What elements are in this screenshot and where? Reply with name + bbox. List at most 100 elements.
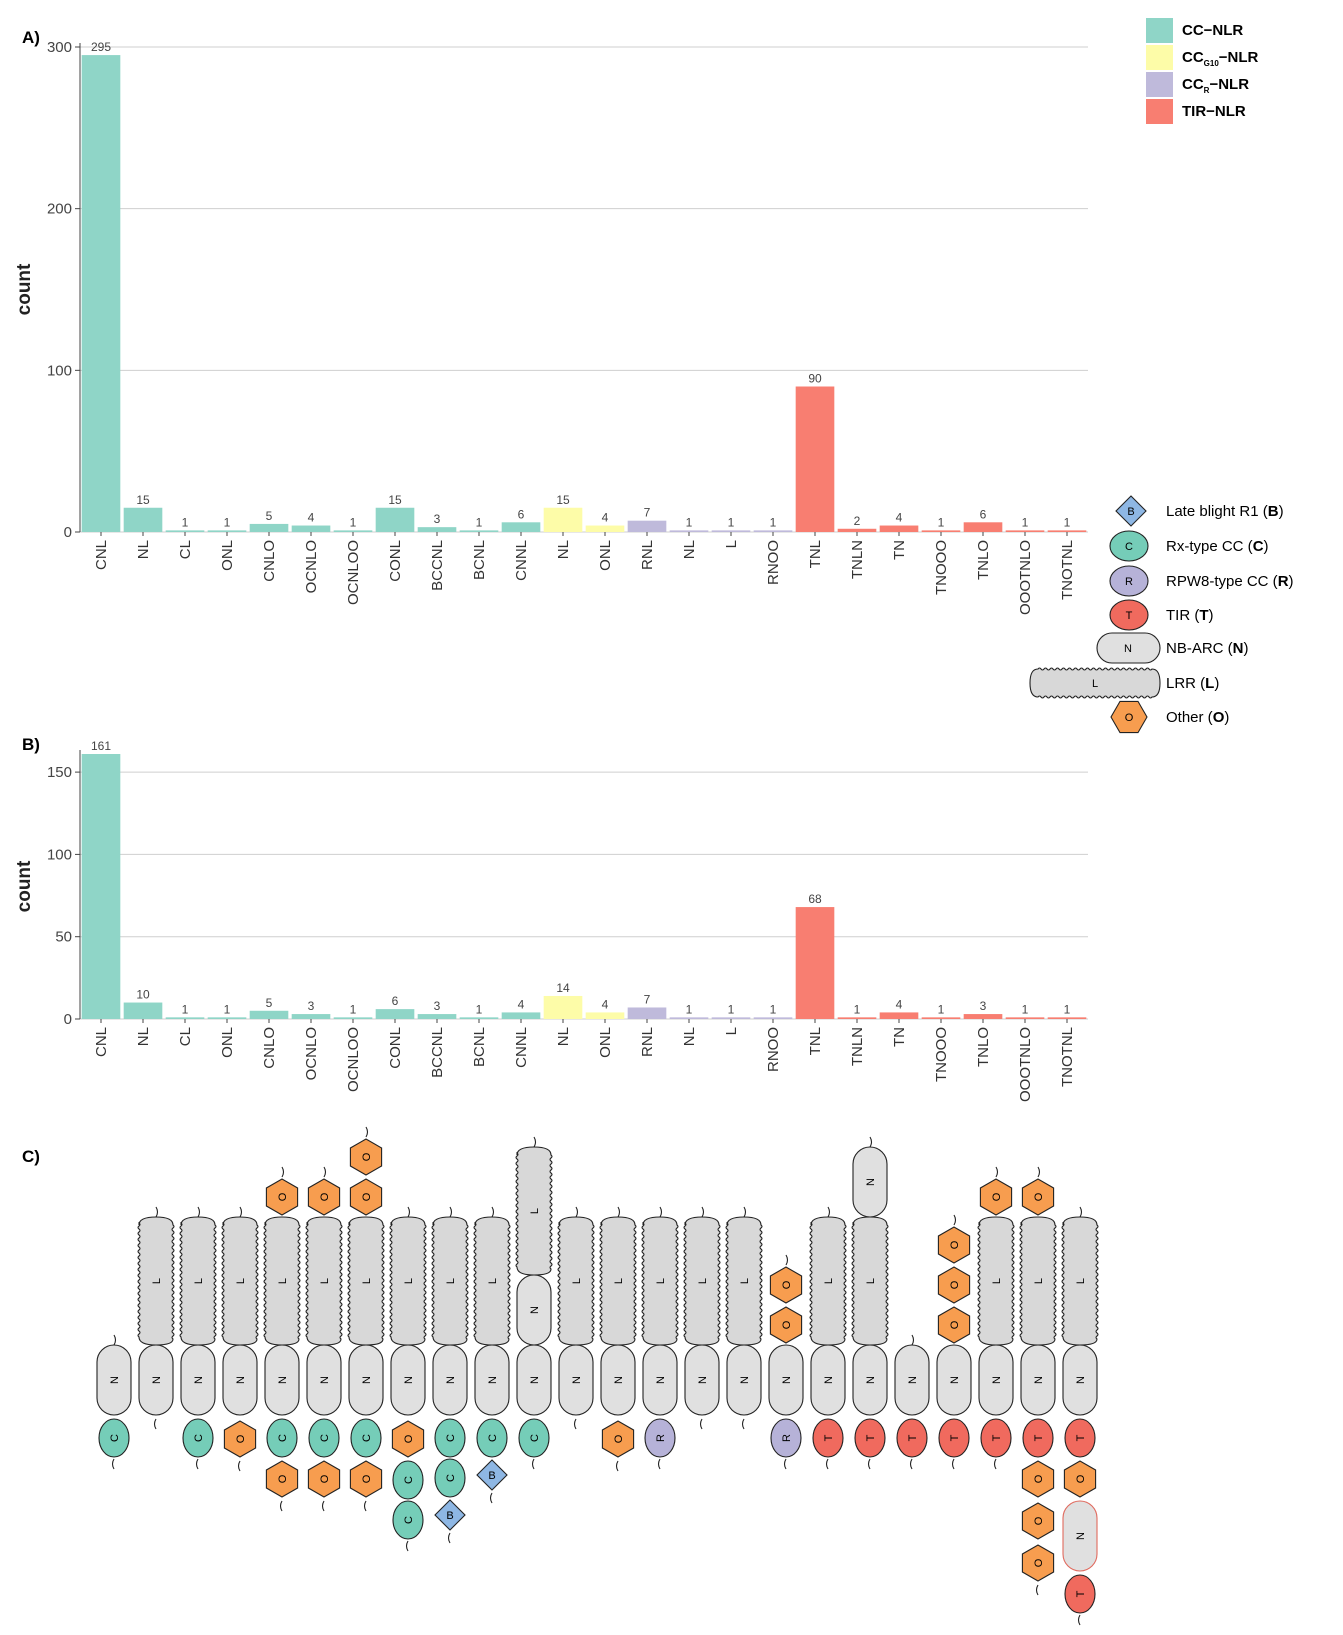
- category-label: RNOO: [765, 540, 782, 585]
- category-label: CNLO: [261, 540, 278, 582]
- domain-letter: L: [655, 1278, 667, 1284]
- architecture: N L T O N T: [1061, 1206, 1099, 1626]
- bar: [711, 1017, 751, 1019]
- domain-ellipse: [896, 1418, 928, 1458]
- domain-wavy: [389, 1216, 427, 1346]
- bar: [459, 1017, 499, 1019]
- domain-letter: T: [1033, 1434, 1045, 1441]
- bar: [837, 1017, 877, 1019]
- domain-letter: N: [529, 1376, 541, 1384]
- bar: [921, 530, 961, 532]
- bar: [417, 527, 457, 532]
- domain-letter: T: [823, 1434, 835, 1441]
- domain-letter: O: [1075, 1474, 1087, 1483]
- y-axis-title: count: [14, 860, 35, 912]
- domain-letter: N: [151, 1376, 163, 1384]
- terminus: [197, 1206, 201, 1218]
- category-label: OCNLOO: [345, 1027, 362, 1092]
- domain-hexagon: [937, 1306, 971, 1344]
- terminus: [321, 1500, 325, 1512]
- category-label: OOOTNLO: [1017, 540, 1034, 615]
- category-label: OCNLOO: [345, 540, 362, 605]
- legend: CC−NLR CCG10−NLR CCR−NLR TIR−NLR: [1146, 18, 1259, 124]
- domain-capsule: [1062, 1500, 1098, 1572]
- domain-letter: O: [949, 1320, 961, 1329]
- category-label: OCNLO: [303, 540, 320, 593]
- bar: [753, 1017, 793, 1019]
- terminus: [911, 1334, 915, 1346]
- data-label: 3: [980, 999, 987, 1013]
- domain-letter: N: [361, 1376, 373, 1384]
- domain-ellipse: [182, 1418, 214, 1458]
- domain-letter: L: [445, 1278, 457, 1284]
- category-label: TNL: [807, 1027, 824, 1055]
- domain-letter: N: [613, 1376, 625, 1384]
- category-label: OCNLO: [303, 1027, 320, 1080]
- category-label: TNL: [807, 540, 824, 568]
- data-label: 14: [556, 981, 570, 995]
- data-label: 1: [182, 1002, 189, 1016]
- domain-wavy: [1061, 1216, 1099, 1346]
- panel-a: 0 100 200 300 A) count 295 CNL 15 NL 1 CL 1 ONL 5 CNLO 4…: [14, 28, 1088, 615]
- data-label: 1: [350, 515, 357, 529]
- domain-letter: O: [949, 1240, 961, 1249]
- domain-letter: N: [907, 1376, 919, 1384]
- domain-letter: C: [445, 1474, 457, 1482]
- legend-label: CC−NLR: [1182, 22, 1243, 39]
- domain-wavy: [1019, 1216, 1057, 1346]
- bar: [249, 1010, 289, 1019]
- category-label: ONL: [597, 540, 614, 571]
- data-label: 7: [644, 992, 651, 1006]
- terminus: [1037, 1166, 1041, 1178]
- data-label: 2: [854, 514, 861, 528]
- architecture: N N L C: [515, 1136, 553, 1470]
- bar: [711, 530, 751, 532]
- domain-letter: N: [571, 1376, 583, 1384]
- category-label: NL: [681, 1027, 698, 1046]
- domain-letter: L: [613, 1278, 625, 1284]
- domain-hexagon: [307, 1460, 341, 1498]
- domain-hexagon: [1021, 1460, 1055, 1498]
- domain-wavy: [137, 1216, 175, 1346]
- category-label: CONL: [387, 1027, 404, 1069]
- domain-letter: N: [487, 1376, 499, 1384]
- domain-hexagon: [1063, 1460, 1097, 1498]
- data-label: 1: [728, 515, 735, 529]
- domain-ellipse: [770, 1418, 802, 1458]
- architecture: N L O T O O O: [1019, 1166, 1057, 1596]
- data-label: 1: [728, 1002, 735, 1016]
- data-label: 4: [518, 997, 525, 1011]
- domain-letter: N: [445, 1376, 457, 1384]
- terminus: [659, 1206, 663, 1218]
- domain-ellipse: [644, 1418, 676, 1458]
- architecture: N L T: [809, 1206, 847, 1470]
- category-label: L: [723, 540, 740, 548]
- bar: [459, 530, 499, 532]
- domain-key-label: NB-ARC (N): [1166, 640, 1249, 657]
- domain-letter: L: [739, 1278, 751, 1284]
- category-label: NL: [555, 540, 572, 559]
- bar: [333, 530, 373, 532]
- panel-label: C): [22, 1147, 40, 1166]
- architecture: N L O C O: [263, 1166, 301, 1512]
- domain-wavy: [179, 1216, 217, 1346]
- terminus: [491, 1206, 495, 1218]
- domain-ellipse: [938, 1418, 970, 1458]
- data-label: 1: [938, 515, 945, 529]
- domain-letter: N: [739, 1376, 751, 1384]
- domain-letter: O: [1033, 1192, 1045, 1201]
- bar: [795, 386, 835, 532]
- domain-letter: C: [529, 1434, 541, 1442]
- terminus: [447, 1532, 451, 1544]
- data-label: 1: [476, 515, 483, 529]
- data-label: 4: [896, 511, 903, 525]
- domain-hexagon: [769, 1266, 803, 1304]
- data-label: 1: [182, 515, 189, 529]
- terminus: [239, 1206, 243, 1218]
- domain-ellipse: [350, 1418, 382, 1458]
- terminus: [281, 1166, 285, 1178]
- domain-hexagon: [307, 1178, 341, 1216]
- data-label: 4: [602, 997, 609, 1011]
- architecture: N O O O T: [936, 1214, 972, 1470]
- category-label: TNLN: [849, 540, 866, 579]
